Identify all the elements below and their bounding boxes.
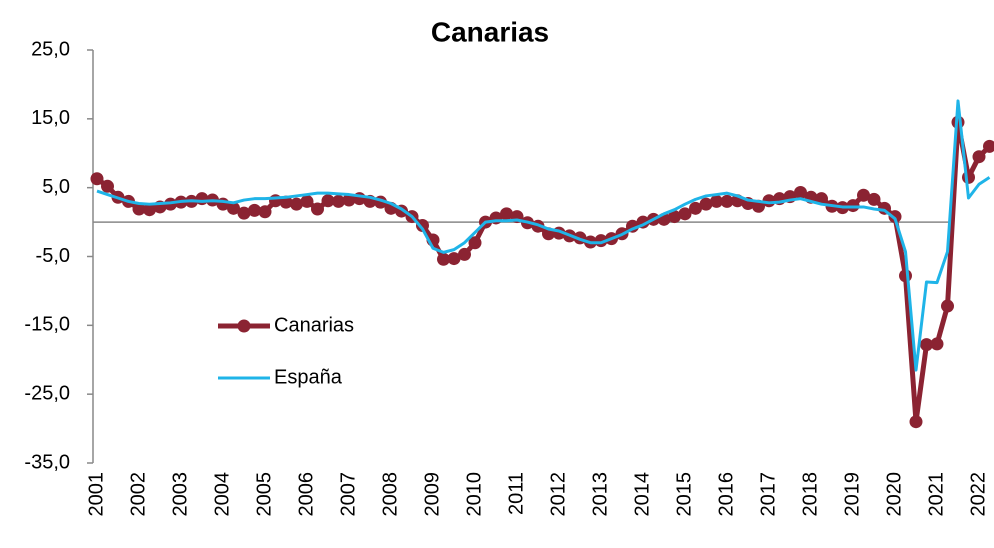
legend-label: Canarias — [274, 314, 354, 336]
x-tick-label: 2015 — [673, 472, 695, 517]
x-tick-label: 2022 — [967, 472, 989, 517]
point — [678, 207, 692, 221]
point — [468, 236, 482, 250]
point — [710, 194, 723, 208]
point — [699, 197, 713, 211]
point — [143, 203, 156, 217]
x-tick-label: 2013 — [589, 472, 611, 517]
point — [899, 269, 912, 283]
point — [237, 206, 251, 220]
x-tick-label: 2006 — [295, 472, 317, 517]
series-line — [96, 99, 991, 372]
y-tick-label: 15,0 — [31, 107, 70, 129]
point — [101, 179, 114, 193]
point — [248, 203, 261, 217]
x-tick-label: 2002 — [127, 472, 149, 517]
point — [342, 193, 356, 207]
point — [941, 299, 954, 313]
point — [90, 172, 104, 186]
x-tick-label: 2021 — [925, 472, 947, 517]
point — [794, 185, 807, 199]
legend-label: España — [274, 366, 343, 388]
x-tick-label: 2014 — [631, 472, 653, 517]
y-tick-label: 5,0 — [42, 176, 70, 198]
point — [668, 210, 681, 224]
point — [447, 252, 461, 266]
y-tick-label: -35,0 — [24, 451, 70, 473]
point — [290, 197, 303, 211]
point — [416, 219, 429, 233]
x-tick-label: 2001 — [85, 472, 107, 517]
x-tick-label: 2008 — [379, 472, 401, 517]
point — [458, 247, 471, 261]
x-tick-label: 2019 — [841, 472, 863, 517]
y-tick-label: 25,0 — [31, 38, 70, 60]
x-tick-label: 2003 — [169, 472, 191, 517]
chart-title: Canarias — [431, 16, 549, 47]
x-tick-label: 2017 — [757, 472, 779, 517]
point — [500, 207, 513, 221]
point — [689, 201, 702, 215]
point — [983, 139, 994, 153]
x-tick-label: 2016 — [715, 472, 737, 517]
point — [920, 338, 933, 352]
point — [867, 192, 881, 206]
point — [857, 188, 870, 202]
point — [888, 210, 902, 224]
x-tick-label: 2005 — [253, 472, 275, 517]
point — [930, 337, 944, 351]
point — [132, 202, 146, 216]
point — [321, 194, 335, 208]
x-tick-label: 2007 — [337, 472, 359, 517]
point — [227, 201, 240, 215]
x-tick-label: 2009 — [421, 472, 443, 517]
x-tick-label: 2010 — [463, 472, 485, 517]
x-tick-label: 2018 — [799, 472, 821, 517]
point — [300, 194, 314, 208]
point — [720, 194, 734, 208]
point — [332, 194, 345, 208]
y-tick-label: -15,0 — [24, 314, 70, 336]
point — [311, 202, 324, 216]
y-tick-label: -25,0 — [24, 382, 70, 404]
x-tick-label: 2004 — [211, 472, 233, 517]
x-tick-label: 2020 — [883, 472, 905, 517]
point — [962, 170, 975, 184]
point — [258, 205, 272, 219]
x-tick-label: 2011 — [505, 472, 527, 515]
legend-marker — [237, 319, 251, 333]
point — [437, 252, 450, 266]
y-tick-label: -5,0 — [36, 245, 70, 267]
point — [972, 150, 986, 164]
x-tick-label: 2012 — [547, 472, 569, 517]
point — [909, 415, 923, 429]
